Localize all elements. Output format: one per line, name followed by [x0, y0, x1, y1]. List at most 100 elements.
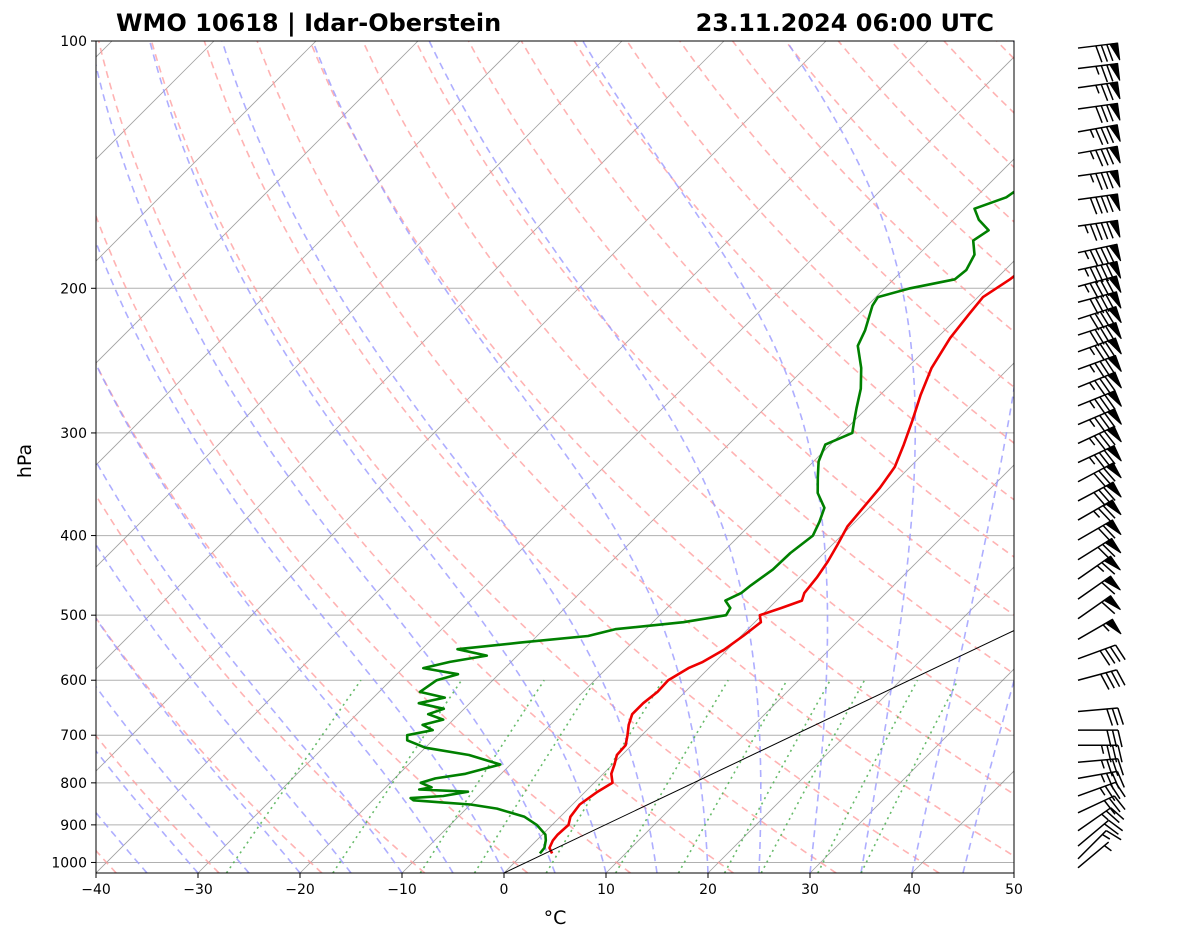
wind-barb-flag	[1097, 546, 1111, 561]
moist-adiabat-line	[311, 41, 709, 873]
wind-barb-pennant	[1108, 42, 1121, 61]
wind-barb-flag	[1116, 771, 1125, 788]
wind-barb	[1077, 445, 1122, 470]
wind-barb-pennant	[1107, 337, 1122, 355]
wind-barb-flag	[1114, 644, 1126, 661]
wind-barb-flag	[1105, 147, 1115, 165]
wind-barb-flag	[1105, 672, 1115, 689]
wind-barb-flag	[1103, 486, 1116, 501]
wind-barb-flag	[1093, 491, 1106, 507]
wind-barb-flag	[1117, 745, 1123, 763]
isotherm-line	[96, 41, 419, 364]
wind-barb-flag	[1105, 773, 1115, 790]
wind-barb	[1077, 124, 1121, 146]
isotherm-line	[1013, 872, 1014, 873]
wind-barb-flag	[1100, 127, 1109, 145]
wind-barb	[1077, 618, 1122, 640]
y-axis-label: hPa	[14, 444, 36, 478]
wind-barb-half-flag	[1084, 224, 1089, 234]
wind-barb	[1077, 408, 1122, 433]
wind-barb-flag	[1104, 358, 1116, 375]
wind-barb-pennant	[1104, 618, 1122, 635]
isotherm-line	[605, 464, 1014, 873]
wind-barb-half-flag	[1103, 844, 1112, 852]
wind-barb	[1077, 102, 1121, 124]
wind-barb-pennant	[1106, 445, 1122, 462]
wind-barb-flag	[1100, 280, 1110, 297]
wind-barb-flag	[1102, 524, 1116, 539]
wind-barb-flag	[1100, 264, 1110, 282]
wind-barb-flag	[1103, 430, 1116, 446]
y-tick-label: 200	[60, 281, 87, 297]
wind-barb	[1077, 425, 1122, 451]
x-tick-label: 30	[801, 882, 819, 898]
wind-barb-pennant	[1106, 371, 1122, 389]
wind-barb-half-flag	[1100, 773, 1106, 783]
wind-barb-flag	[1103, 467, 1116, 482]
dry-adiabat-line	[309, 41, 1014, 796]
wind-barb	[1077, 371, 1122, 396]
chart-title-station: WMO 10618 | Idar-Oberstein	[116, 9, 501, 37]
wind-barb-flag	[1104, 394, 1116, 410]
wind-barb-flag	[1094, 380, 1106, 396]
dry-adiabat-line	[362, 41, 1014, 735]
parcel-line	[503, 629, 1014, 873]
wind-barb	[1077, 757, 1125, 777]
wind-barb	[1077, 481, 1122, 507]
wind-barb-flag	[1103, 800, 1116, 815]
mixing-ratio-line	[473, 679, 596, 873]
wind-barb-flag	[1089, 314, 1100, 331]
wind-barb-flag	[1094, 281, 1105, 298]
wind-barb-pennant	[1108, 81, 1121, 100]
x-tick-label: 20	[699, 882, 717, 898]
wind-barb-staff	[1077, 644, 1116, 660]
wind-barb	[1077, 519, 1122, 542]
wind-barb-flag	[1089, 224, 1098, 241]
wind-barb-pennant	[1108, 63, 1121, 81]
wind-barb-half-flag	[1084, 284, 1090, 293]
wind-barb-flag	[1106, 745, 1112, 763]
isotherm-line	[96, 41, 623, 568]
y-tick-label: 600	[60, 673, 87, 689]
wind-barb	[1077, 595, 1121, 620]
wind-barb	[1077, 354, 1122, 379]
mixing-ratio-line	[677, 679, 788, 873]
dewpoint-line	[405, 190, 1014, 855]
wind-barb-flag	[1104, 341, 1116, 357]
wind-barb-flag	[1111, 772, 1120, 789]
wind-barb-flag	[1115, 669, 1126, 686]
wind-barb-half-flag	[1101, 813, 1109, 821]
moist-adiabat-line	[96, 460, 403, 873]
wind-barb-flag	[1100, 673, 1110, 690]
wind-barb-flag	[1095, 149, 1104, 167]
wind-barb-flag	[1106, 729, 1112, 748]
y-tick-label: 300	[60, 426, 87, 442]
y-tick-label: 1000	[51, 855, 87, 871]
wind-barb-flag	[1099, 378, 1111, 394]
wind-barb-flag	[1102, 505, 1116, 519]
mixing-ratio-line	[332, 679, 463, 873]
wind-barb-half-flag	[1088, 437, 1096, 446]
wind-barb	[1077, 193, 1121, 215]
isotherm-line	[503, 362, 1014, 873]
wind-barb-pennant	[1108, 169, 1121, 188]
wind-barb-flag	[1089, 267, 1099, 284]
wind-barb-flag	[1117, 758, 1125, 776]
wind-barb-flag	[1089, 282, 1099, 299]
wind-barb-flag	[1100, 295, 1110, 312]
wind-barb-flag	[1099, 311, 1111, 328]
wind-barb-pennant	[1105, 481, 1122, 498]
wind-barb-flag	[1111, 729, 1118, 748]
wind-barb-flag	[1093, 417, 1106, 433]
x-tick-label: 10	[597, 882, 615, 898]
mixing-ratio-line	[419, 679, 545, 873]
mixing-ratio-line	[225, 679, 362, 873]
wind-barb	[1077, 537, 1122, 561]
y-tick-label: 500	[60, 608, 87, 624]
moist-adiabat-line	[911, 41, 1014, 873]
wind-barb	[1077, 81, 1121, 102]
moist-adiabat-line	[148, 41, 607, 873]
wind-barb-half-flag	[1093, 510, 1101, 518]
wind-barb	[1077, 169, 1121, 191]
